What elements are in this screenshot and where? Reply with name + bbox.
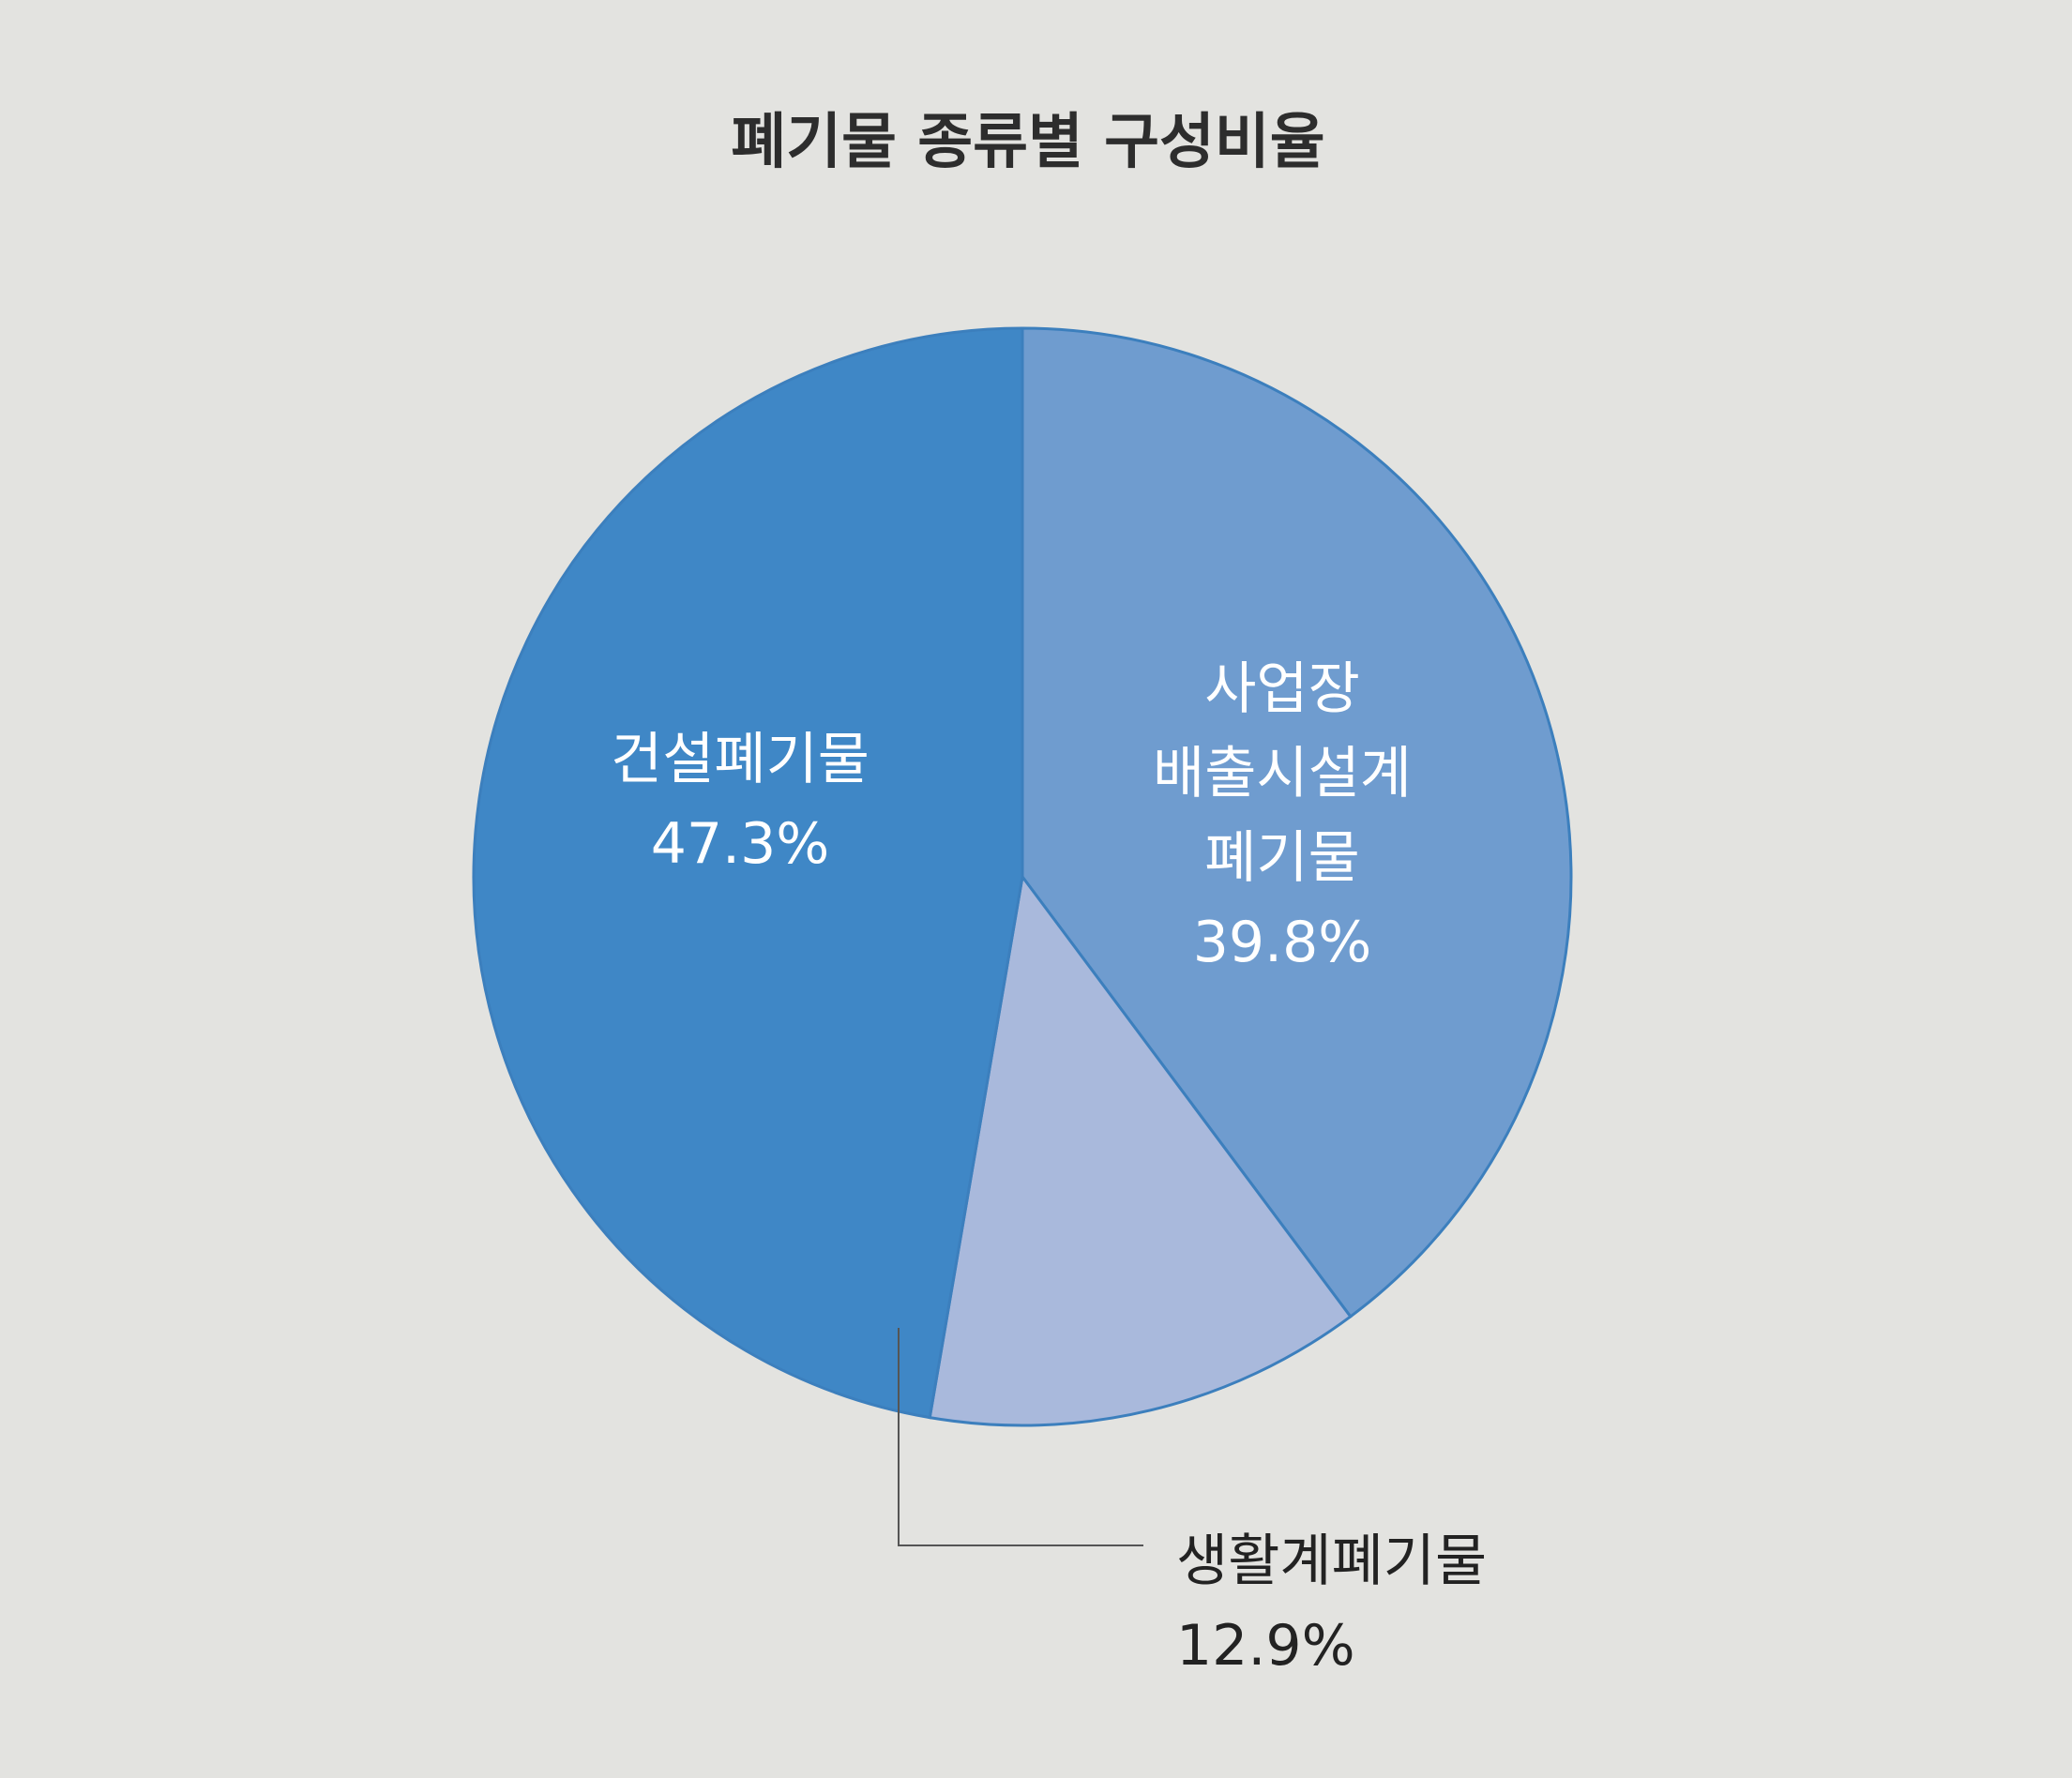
value-label: 12.9% [1176, 1613, 1355, 1679]
leader-line [898, 1328, 1143, 1546]
value-label: 39.8% [1192, 910, 1372, 975]
slice-label: 사업장 배출시설계 폐기물 [1153, 656, 1412, 891]
pie-slice [472, 326, 1024, 1420]
pie-slice [1021, 326, 1573, 1319]
slice-label: 건설폐기물 [611, 727, 870, 792]
pie-slice [928, 873, 1353, 1427]
slice-label: 생활계폐기물 [1176, 1529, 1488, 1594]
value-label: 47.3% [650, 811, 830, 877]
chart-title: 폐기물 종류별 구성비율 [731, 108, 1325, 177]
